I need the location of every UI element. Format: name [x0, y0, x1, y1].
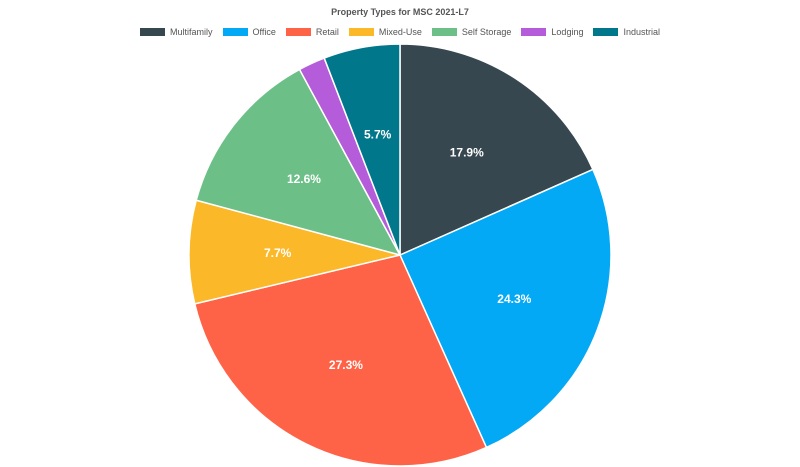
legend-swatch-lodging: [521, 28, 547, 36]
legend-label-self-storage: Self Storage: [461, 27, 512, 37]
legend-swatch-mixed-use: [348, 28, 374, 36]
legend-item-self-storage[interactable]: Self Storage: [431, 27, 512, 37]
pie-slice-industrial[interactable]: [323, 43, 401, 256]
legend-item-multifamily[interactable]: Multifamily: [140, 27, 213, 37]
legend-label-multifamily: Multifamily: [170, 27, 213, 37]
legend-label-mixed-use: Mixed-Use: [378, 27, 422, 37]
legend-item-office[interactable]: Office: [222, 27, 276, 37]
slice-label-multifamily: 17.9%: [450, 145, 484, 159]
legend-item-retail[interactable]: Retail: [285, 27, 339, 37]
legend-label-industrial: Industrial: [623, 27, 660, 37]
legend-swatch-multifamily: [140, 28, 165, 36]
slice-label-retail: 27.3%: [329, 358, 363, 372]
legend-swatch-retail: [285, 28, 311, 36]
legend-item-lodging[interactable]: Lodging: [521, 27, 583, 37]
legend-label-office: Office: [252, 27, 276, 37]
legend: Multifamily Office Retail Mixed-Use Self…: [0, 27, 800, 37]
legend-swatch-self-storage: [431, 28, 457, 36]
legend-item-industrial[interactable]: Industrial: [593, 27, 660, 37]
legend-swatch-industrial: [593, 28, 619, 36]
legend-label-lodging: Lodging: [551, 27, 584, 37]
pie-slice-office[interactable]: [399, 168, 612, 449]
legend-swatch-office: [222, 28, 248, 36]
pie-slice-mixed-use[interactable]: [188, 199, 401, 305]
pie-slice-multifamily[interactable]: [399, 43, 594, 257]
pie-slice-self-storage[interactable]: [195, 68, 402, 257]
slice-label-self-storage: 12.6%: [287, 172, 321, 186]
slice-label-office: 24.3%: [497, 292, 531, 306]
legend-label-retail: Retail: [315, 27, 339, 37]
chart-title: Property Types for MSC 2021-L7: [331, 7, 469, 17]
pie-slice-retail[interactable]: [193, 254, 488, 467]
slice-label-industrial: 5.7%: [364, 128, 392, 142]
slice-label-mixed-use: 7.7%: [264, 246, 292, 260]
legend-item-mixed-use[interactable]: Mixed-Use: [348, 27, 422, 37]
